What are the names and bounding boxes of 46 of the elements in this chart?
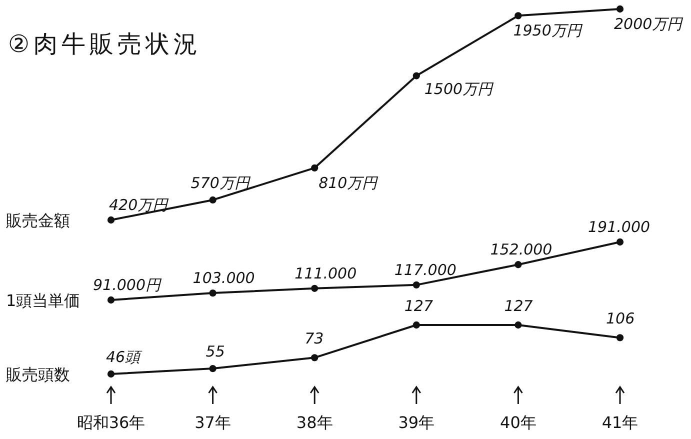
data-label: 420万円	[109, 196, 170, 214]
data-label: 570万円	[190, 174, 252, 192]
x-tick-label: 39年	[398, 413, 435, 432]
point	[616, 5, 624, 13]
data-label: 810万円	[318, 174, 380, 192]
point	[311, 284, 318, 292]
data-label: 152.000	[490, 240, 552, 259]
point	[514, 261, 522, 268]
point	[311, 354, 318, 362]
point	[107, 216, 115, 224]
data-label: 55	[206, 342, 225, 361]
point	[412, 321, 420, 329]
point	[209, 289, 216, 297]
point	[107, 370, 115, 378]
x-tick-label: 昭和36年	[76, 413, 146, 432]
x-tick-label: 38年	[296, 413, 333, 432]
data-label: 103.000	[192, 269, 255, 288]
data-label: 2000万円	[614, 15, 684, 33]
x-tick-label: 37年	[194, 413, 231, 432]
y-axis-title: 販売金額	[6, 211, 70, 230]
y-axis-title: 1頭当単価	[6, 291, 80, 310]
point	[209, 196, 216, 204]
y-axis-title: 販売頭数	[6, 365, 70, 384]
x-tick-label: 41年	[602, 413, 638, 432]
point	[209, 364, 216, 372]
point	[514, 12, 522, 20]
data-label: 127	[504, 297, 534, 315]
data-label: 127	[404, 297, 434, 315]
data-label: 1950万円	[513, 22, 584, 40]
data-label: 111.000	[294, 264, 357, 282]
data-label: 1500万円	[424, 80, 495, 98]
data-label: 46頭	[106, 348, 144, 366]
point	[616, 334, 624, 342]
data-label: 106	[606, 310, 635, 328]
text: ②肉牛販売状況	[8, 30, 202, 58]
data-label: 117.000	[394, 260, 456, 279]
x-tick-label: 40年	[500, 413, 536, 432]
point	[616, 238, 624, 246]
point	[412, 281, 420, 288]
data-label: 191.000	[588, 218, 650, 236]
point	[311, 164, 318, 172]
point	[412, 72, 420, 80]
point	[514, 321, 522, 329]
data-label: 73	[304, 330, 324, 348]
data-label: 91.000円	[93, 276, 162, 294]
point	[107, 296, 115, 304]
